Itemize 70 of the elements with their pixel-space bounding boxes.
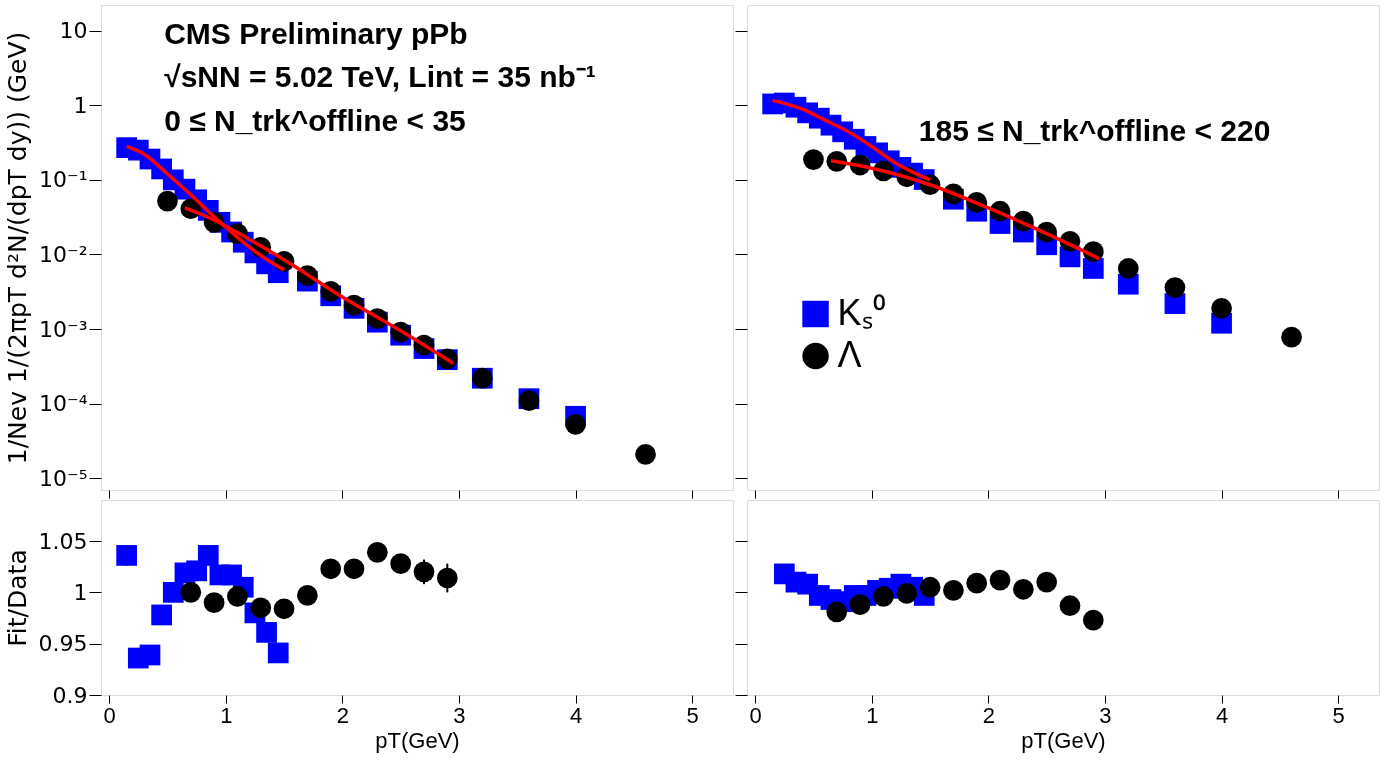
point xyxy=(1082,258,1104,279)
point xyxy=(116,545,138,566)
y-tick-label: 10⁻⁴ xyxy=(39,391,88,417)
point xyxy=(256,622,277,643)
point xyxy=(1164,277,1186,298)
point xyxy=(297,585,318,606)
point xyxy=(565,414,586,435)
point xyxy=(1012,578,1034,600)
x-tick-label: 0 xyxy=(103,702,116,728)
legend-label: Kₛ⁰ xyxy=(837,292,886,333)
x-tick-label: 4 xyxy=(1215,702,1229,728)
x-tick-label: 5 xyxy=(686,702,699,728)
point xyxy=(803,149,824,170)
x-tick-label: 2 xyxy=(982,702,995,728)
x-tick-label: 2 xyxy=(336,702,349,728)
point xyxy=(197,545,219,566)
point xyxy=(1117,258,1139,279)
y-tick-label: 10⁻² xyxy=(39,242,88,267)
x-tick-label: 3 xyxy=(1099,702,1112,728)
y-tick-label: 1 xyxy=(73,92,88,118)
x-axis-title: pT(GeV) xyxy=(375,727,460,753)
x-tick-label: 5 xyxy=(1332,702,1345,728)
point xyxy=(267,642,289,664)
point xyxy=(343,558,365,580)
point xyxy=(203,592,225,613)
point xyxy=(320,558,342,580)
y-axis-title: 1/Nev 1/(2πpT d²N/(dpT dy)) (GeV) xyxy=(3,31,33,465)
point xyxy=(873,586,894,607)
point xyxy=(139,644,161,666)
point xyxy=(943,579,964,601)
y-axis-title: Fit/Data xyxy=(2,549,32,647)
annotation: CMS Preliminary pPb xyxy=(164,16,468,50)
point xyxy=(1082,609,1104,631)
x-tick-label: 1 xyxy=(866,702,879,728)
point xyxy=(180,582,202,603)
y-tick-label: 10⁻³ xyxy=(39,316,88,342)
y-tick-label: 0.95 xyxy=(38,631,88,657)
y-tick-label: 1.05 xyxy=(38,528,88,554)
point xyxy=(896,583,918,604)
point xyxy=(1211,297,1232,319)
point xyxy=(250,597,272,619)
x-tick-label: 3 xyxy=(453,702,466,728)
y-tick-label: 1 xyxy=(73,579,88,605)
point xyxy=(919,576,941,598)
legend-label: Λ xyxy=(837,334,862,375)
point xyxy=(390,553,412,574)
y-tick-label: 0.9 xyxy=(52,682,88,708)
point xyxy=(273,598,295,620)
y-tick-label: 10⁻¹ xyxy=(39,167,88,193)
point xyxy=(635,444,656,465)
point xyxy=(1036,571,1058,593)
point xyxy=(151,604,172,626)
point xyxy=(157,190,178,212)
point xyxy=(989,569,1011,591)
point xyxy=(227,586,248,607)
point xyxy=(966,572,988,594)
point xyxy=(1059,595,1081,617)
annotation: 0 ≤ N_trk^offline < 35 xyxy=(164,103,466,137)
point xyxy=(849,594,871,616)
y-tick-label: 10 xyxy=(59,18,88,44)
x-tick-label: 0 xyxy=(749,702,762,728)
point xyxy=(1281,326,1302,348)
annotation: √sNN = 5.02 TeV, Lint = 35 nb⁻¹ xyxy=(164,60,596,94)
y-tick-label: 10⁻⁵ xyxy=(39,465,88,491)
point xyxy=(366,541,388,563)
x-axis-title: pT(GeV) xyxy=(1021,727,1106,753)
annotation: 185 ≤ N_trk^offline < 220 xyxy=(918,113,1271,147)
x-tick-label: 1 xyxy=(220,702,233,728)
x-tick-label: 4 xyxy=(569,702,583,728)
point xyxy=(826,601,848,623)
